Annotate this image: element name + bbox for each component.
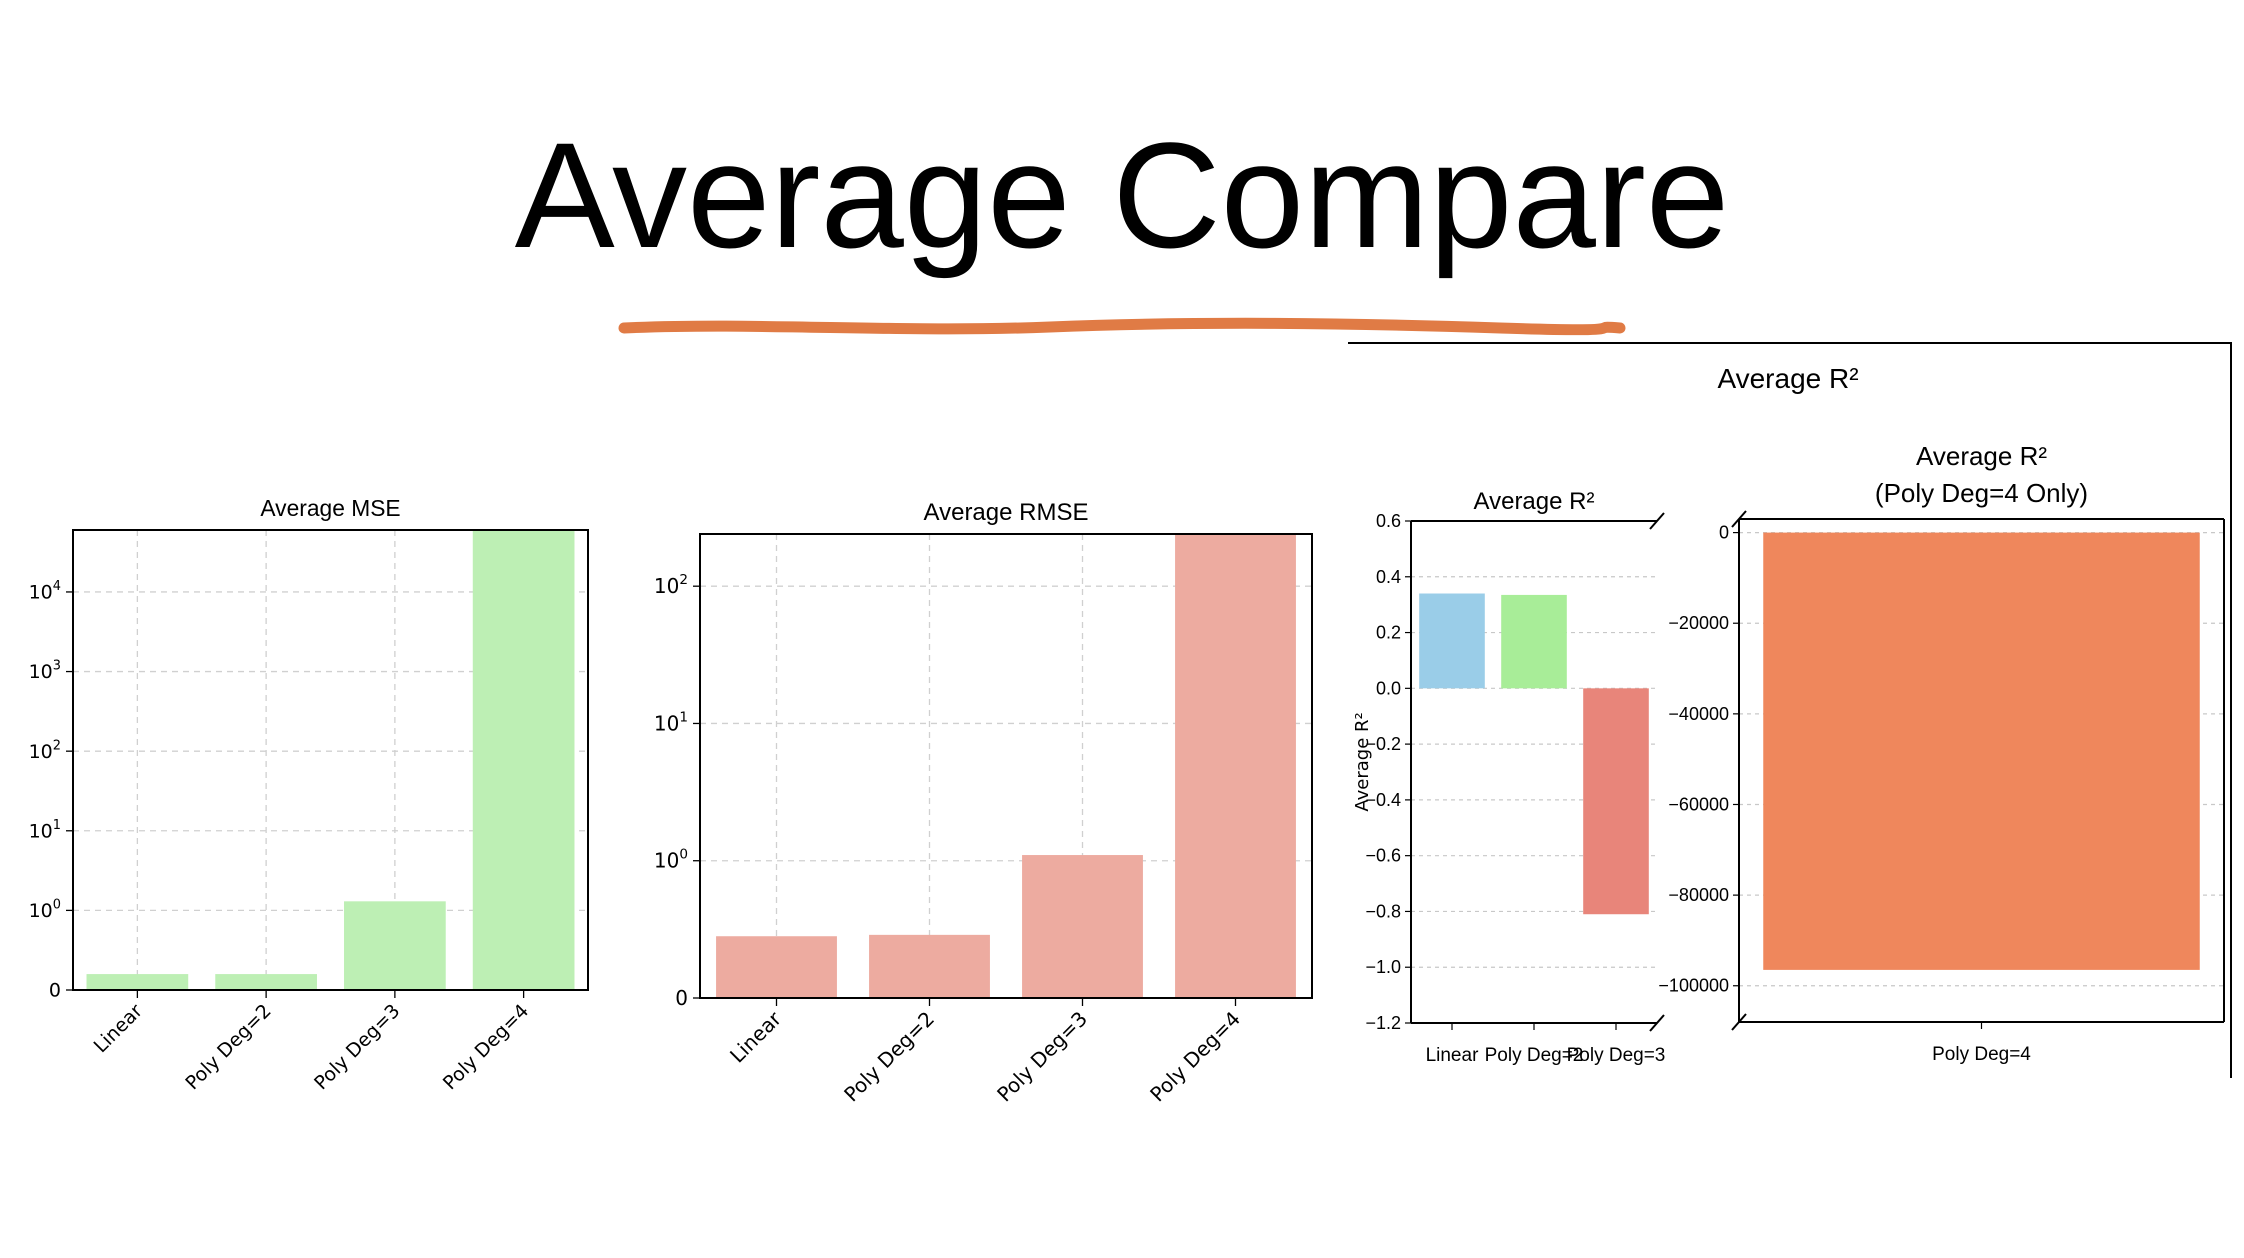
xtick-label: Poly Deg=3 xyxy=(992,1007,1092,1107)
xtick-label: Poly Deg=2 xyxy=(839,1007,939,1107)
plot-frame xyxy=(72,529,589,991)
ytick-label: 102 xyxy=(29,738,61,763)
xtick-label: Poly Deg=4 xyxy=(439,1000,533,1094)
ytick-label: 100 xyxy=(654,847,688,873)
xtick-label: Poly Deg=3 xyxy=(1567,1045,1666,1066)
ytick-label: 0.4 xyxy=(1376,567,1401,587)
ytick-label: −100000 xyxy=(1658,976,1729,996)
bar xyxy=(472,530,575,990)
xtick-label: Linear xyxy=(90,1000,147,1057)
ytick-label: 0 xyxy=(675,986,688,1010)
ytick-label: −0.6 xyxy=(1365,846,1401,866)
chart-title: Average MSE xyxy=(260,495,400,521)
ytick-label: −20000 xyxy=(1668,613,1729,633)
bar xyxy=(86,974,189,990)
chart-r2-deg4: 0 −20000 −40000 −60000 −80000 −100000 Poly Deg… xyxy=(1658,441,2225,1065)
axis-break-mark xyxy=(1731,510,1747,528)
xtick-label: Poly Deg=2 xyxy=(181,1000,275,1094)
bar xyxy=(1022,855,1143,998)
ytick-label: 104 xyxy=(29,579,61,604)
r2-figure-frame xyxy=(1348,342,2232,1078)
bar xyxy=(1419,593,1485,689)
chart-title: Average RMSE xyxy=(924,499,1089,526)
ytick-label: 101 xyxy=(654,709,688,735)
bar xyxy=(215,974,317,990)
ytick-label: 103 xyxy=(29,659,61,684)
chart-r2: 0.6 0.4 0.2 0.0 −0.2 −0.4 −0.6 −0.8 −1.0 −1.2 Line… xyxy=(1352,363,1859,1066)
ytick-label: 100 xyxy=(29,897,61,922)
chart-title: Average R² xyxy=(1916,441,2047,471)
ytick-label: −0.4 xyxy=(1365,790,1401,810)
ytick-label: 101 xyxy=(29,818,61,843)
xtick-label: Poly Deg=3 xyxy=(310,1000,404,1094)
ytick-label: −60000 xyxy=(1668,794,1729,814)
bar xyxy=(1175,534,1296,998)
xtick-label: Poly Deg=2 xyxy=(1485,1045,1584,1066)
plot-frame xyxy=(699,533,1313,999)
bar xyxy=(344,901,446,990)
ytick-label: 0.0 xyxy=(1376,678,1401,698)
y-axis-label: Average R² xyxy=(1352,712,1373,811)
axis-break-mark xyxy=(1649,512,1665,530)
ytick-label: −0.8 xyxy=(1365,901,1401,921)
xtick-label: Linear xyxy=(725,1006,786,1067)
xtick-label: Poly Deg=4 xyxy=(1145,1007,1245,1107)
xtick-label: Poly Deg=4 xyxy=(1932,1044,2031,1065)
ytick-label: 0.2 xyxy=(1376,623,1401,643)
ytick-label: −40000 xyxy=(1668,704,1729,724)
chart-mse: 0 100 101 102 103 104 Linear Poly Deg=2 Poly Deg… xyxy=(29,495,589,1094)
ytick-label: 102 xyxy=(654,572,688,598)
slide-title: Average Compare xyxy=(514,111,1730,279)
axis-break-mark xyxy=(1649,1014,1665,1032)
bar xyxy=(1501,594,1567,689)
ytick-label: 0.6 xyxy=(1376,511,1401,531)
ytick-label: −80000 xyxy=(1668,885,1729,905)
figure-suptitle: Average R² xyxy=(1717,363,1858,394)
title-underline xyxy=(618,317,1626,336)
ytick-label: 0 xyxy=(49,980,61,1002)
ytick-label: 0 xyxy=(1719,523,1729,543)
ytick-label: −1.2 xyxy=(1365,1013,1401,1033)
bar xyxy=(1583,688,1649,915)
ytick-label: −0.2 xyxy=(1365,734,1401,754)
bar xyxy=(1763,532,2200,970)
chart-title: Average R² xyxy=(1474,488,1595,515)
ytick-label: −1.0 xyxy=(1365,957,1401,977)
bar xyxy=(716,936,837,998)
xtick-label: Linear xyxy=(1426,1045,1479,1066)
axis-break-mark xyxy=(1731,1013,1747,1031)
chart-rmse: 0 100 101 102 Linear Poly Deg=2 Poly Deg=3 Poly… xyxy=(654,499,1313,1107)
chart-subtitle: (Poly Deg=4 Only) xyxy=(1875,478,2088,508)
bar xyxy=(869,934,990,998)
